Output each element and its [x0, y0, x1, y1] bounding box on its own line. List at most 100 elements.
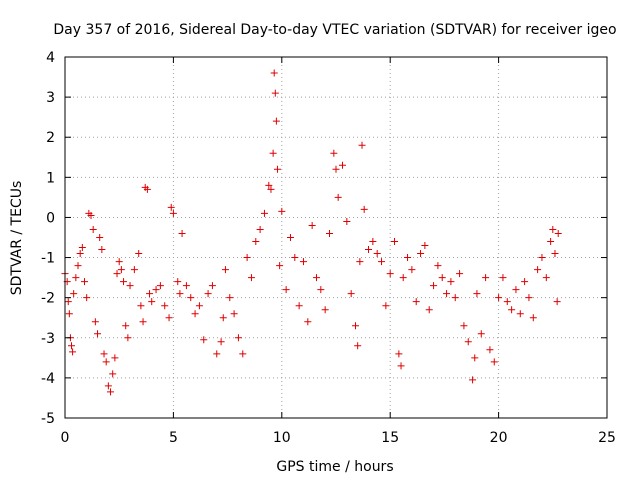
- data-point: [386, 270, 394, 278]
- data-point: [104, 382, 112, 390]
- data-point: [412, 298, 420, 306]
- data-point: [100, 350, 108, 358]
- data-point: [469, 376, 477, 384]
- data-point: [473, 290, 481, 298]
- data-point: [352, 322, 360, 330]
- data-point: [271, 89, 279, 97]
- x-tick-label: 20: [490, 430, 508, 446]
- data-point: [276, 262, 284, 270]
- data-point: [269, 149, 277, 157]
- data-point: [542, 274, 550, 282]
- data-point: [456, 270, 464, 278]
- plot-frame: [64, 56, 608, 419]
- x-tick-label: 10: [273, 430, 291, 446]
- data-point: [397, 362, 405, 370]
- data-point: [270, 69, 278, 77]
- data-point: [521, 278, 529, 286]
- data-point: [304, 318, 312, 326]
- data-point: [482, 274, 490, 282]
- y-tick-label: -2: [41, 291, 55, 307]
- data-point: [312, 274, 320, 282]
- data-point: [495, 294, 503, 302]
- data-point: [187, 294, 195, 302]
- data-point: [213, 350, 221, 358]
- data-point: [126, 282, 134, 290]
- y-tick-label: -4: [41, 371, 55, 387]
- data-point: [443, 290, 451, 298]
- data-point: [87, 211, 95, 219]
- data-point: [176, 290, 184, 298]
- data-point: [373, 250, 381, 258]
- data-point: [117, 266, 125, 274]
- grid-lines: [65, 57, 607, 418]
- data-point: [89, 225, 97, 233]
- data-point: [391, 238, 399, 246]
- data-point: [382, 302, 390, 310]
- data-point: [239, 350, 247, 358]
- data-point: [477, 330, 485, 338]
- data-point: [325, 229, 333, 237]
- y-tick-label: -1: [41, 251, 55, 267]
- data-point: [78, 244, 86, 252]
- data-point: [534, 266, 542, 274]
- data-point: [64, 298, 72, 306]
- data-point: [553, 298, 561, 306]
- data-point: [94, 330, 102, 338]
- data-point: [471, 354, 479, 362]
- data-point: [167, 203, 175, 211]
- data-point: [551, 250, 559, 258]
- data-point: [69, 348, 77, 356]
- data-point: [499, 274, 507, 282]
- data-point: [74, 262, 82, 270]
- data-point: [378, 258, 386, 266]
- data-point: [299, 258, 307, 266]
- data-point: [417, 250, 425, 258]
- x-axis-label: GPS time / hours: [276, 459, 393, 475]
- axis-ticks: 0 5 10 15 20 25 -5 -4 -3 -2 -1 0 1 2 3 4: [41, 50, 616, 446]
- data-point: [113, 270, 121, 278]
- data-point: [200, 336, 208, 344]
- data-points: [61, 69, 562, 396]
- data-point: [547, 238, 555, 246]
- data-point: [339, 161, 347, 169]
- data-point: [130, 266, 138, 274]
- data-point: [525, 294, 533, 302]
- data-point: [260, 209, 268, 217]
- data-point: [120, 278, 128, 286]
- data-point: [404, 254, 412, 262]
- data-point: [247, 274, 255, 282]
- data-point: [143, 185, 151, 193]
- data-point: [169, 209, 177, 217]
- data-point: [124, 334, 132, 342]
- data-point: [156, 282, 164, 290]
- data-point: [174, 278, 182, 286]
- data-point: [91, 318, 99, 326]
- data-point: [529, 314, 537, 322]
- data-point: [282, 286, 290, 294]
- data-point: [354, 342, 362, 350]
- x-tick-label: 25: [598, 430, 616, 446]
- data-point: [395, 350, 403, 358]
- data-point: [191, 310, 199, 318]
- data-point: [273, 165, 281, 173]
- data-point: [460, 322, 468, 330]
- data-point: [425, 306, 433, 314]
- data-point: [243, 254, 251, 262]
- data-point: [70, 290, 78, 298]
- data-point: [81, 278, 89, 286]
- data-point: [330, 149, 338, 157]
- y-tick-label: 2: [46, 130, 55, 146]
- data-point: [343, 217, 351, 225]
- data-point: [208, 282, 216, 290]
- data-point: [96, 234, 104, 241]
- data-point: [512, 286, 520, 294]
- data-point: [317, 286, 325, 294]
- data-point: [434, 262, 442, 270]
- data-point: [272, 117, 280, 125]
- x-tick-label: 5: [169, 430, 178, 446]
- data-point: [122, 322, 130, 330]
- data-point: [365, 246, 373, 254]
- data-point: [503, 298, 511, 306]
- data-point: [516, 310, 524, 318]
